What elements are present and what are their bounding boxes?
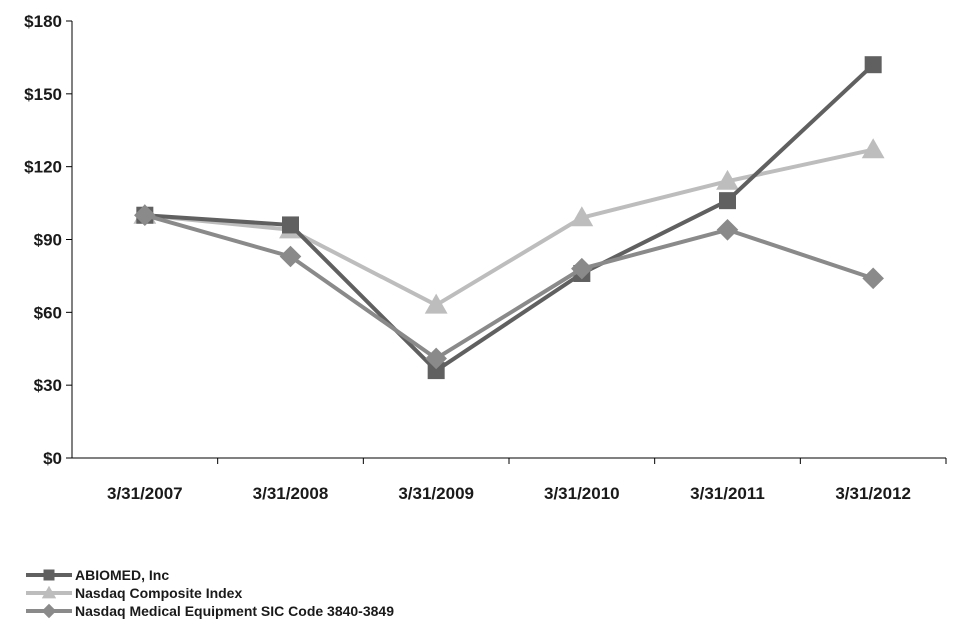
data-point [570, 206, 594, 227]
data-point [716, 218, 739, 241]
x-tick-label: 3/31/2008 [253, 484, 329, 503]
y-tick-label: $90 [34, 231, 62, 250]
legend-marker [41, 585, 57, 599]
x-tick-label: 3/31/2011 [690, 484, 765, 503]
series-2 [134, 204, 884, 370]
chart-series [133, 56, 885, 380]
series-1 [133, 138, 885, 314]
y-tick-label: $30 [34, 376, 62, 395]
series-line [144, 63, 875, 373]
series-line [144, 213, 874, 361]
series-0 [136, 56, 882, 380]
y-tick-label: $0 [43, 449, 62, 468]
chart-axes: $0 $30 $60 $90 $120 $150 $180 3/31/2007 3/31/200… [24, 12, 947, 503]
legend-label: ABIOMED, Inc [75, 567, 169, 583]
data-point [862, 267, 884, 290]
data-point [719, 192, 736, 210]
legend-item: Nasdaq Composite Index [26, 585, 242, 601]
legend-marker [43, 569, 55, 581]
data-point [424, 293, 448, 314]
x-tick-label: 3/31/2010 [544, 484, 620, 503]
data-point [134, 204, 156, 227]
data-point [427, 362, 445, 380]
x-tick-label: 3/31/2012 [835, 484, 911, 503]
y-tick-label: $150 [24, 85, 62, 104]
x-tick-label: 3/31/2007 [107, 484, 183, 503]
legend-item: Nasdaq Medical Equipment SIC Code 3840-3… [26, 603, 394, 619]
chart-legend: ABIOMED, Inc Nasdaq Composite Index Nasdaq… [26, 567, 394, 619]
data-point [716, 169, 739, 190]
data-point [425, 347, 447, 370]
series-line [144, 147, 874, 308]
y-tick-label: $180 [24, 12, 62, 31]
data-point [282, 216, 299, 234]
data-point [861, 138, 885, 159]
data-point [571, 257, 593, 280]
legend-label: Nasdaq Medical Equipment SIC Code 3840-3… [75, 603, 394, 619]
legend-marker [41, 603, 57, 619]
y-tick-label: $120 [24, 158, 62, 177]
x-tick-label: 3/31/2009 [398, 484, 474, 503]
y-tick-label: $60 [34, 303, 62, 322]
data-point [864, 56, 882, 74]
data-point [279, 245, 302, 268]
legend-label: Nasdaq Composite Index [75, 585, 242, 601]
legend-item: ABIOMED, Inc [26, 567, 169, 583]
